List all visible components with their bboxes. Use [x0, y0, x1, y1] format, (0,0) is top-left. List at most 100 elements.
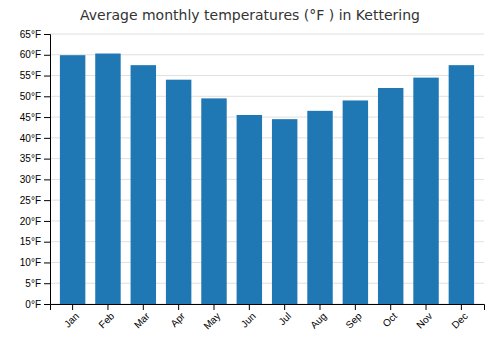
- tick-mark: [44, 76, 50, 77]
- y-tick: 55°F: [20, 70, 50, 81]
- x-tick: Jul: [276, 304, 293, 327]
- tick-mark: [249, 304, 250, 310]
- tick-label: 40°F: [20, 133, 41, 144]
- tick-label: Jul: [276, 310, 293, 327]
- x-tick: Apr: [168, 304, 187, 329]
- tick-mark: [44, 159, 50, 160]
- y-tick: 50°F: [20, 91, 50, 102]
- tick-mark: [320, 304, 321, 310]
- tick-mark: [178, 304, 179, 310]
- tick-mark: [44, 138, 50, 139]
- tick-label: 30°F: [20, 174, 41, 185]
- y-tick: 45°F: [20, 112, 50, 123]
- tick-label: 45°F: [20, 112, 41, 123]
- y-tick: 60°F: [20, 49, 50, 60]
- bars: [60, 54, 474, 304]
- tick-label: Aug: [308, 310, 328, 330]
- bar: [201, 98, 226, 304]
- grid-line: [50, 34, 484, 35]
- bar: [95, 54, 120, 304]
- tick-mark: [461, 304, 462, 310]
- x-axis: Jan Feb Mar Apr May Jun Jul Aug Sep Oct Nov Dec: [51, 304, 485, 332]
- tick-label: 25°F: [20, 195, 41, 206]
- y-tick: 30°F: [20, 174, 50, 185]
- tick-mark: [44, 262, 50, 263]
- tick-mark: [44, 96, 50, 97]
- tick-label: Feb: [96, 310, 116, 330]
- y-tick: 25°F: [20, 195, 50, 206]
- tick-mark: [44, 221, 50, 222]
- tick-mark: [284, 304, 285, 310]
- x-tick: Sep: [343, 304, 364, 331]
- x-tick: Nov: [414, 304, 434, 331]
- x-tick: Jan: [62, 304, 81, 330]
- bar: [131, 65, 156, 304]
- tick-mark: [355, 304, 356, 310]
- axis-line: [44, 35, 51, 305]
- x-tick: May: [201, 304, 222, 332]
- y-tick: 5°F: [25, 278, 50, 289]
- tick-label: Dec: [450, 310, 470, 330]
- bar: [413, 78, 438, 304]
- axis-line: [51, 305, 485, 311]
- title: Average monthly temperatures (°F ) in Ke…: [80, 7, 420, 23]
- tick-label: Sep: [343, 310, 364, 331]
- tick-label: Jun: [239, 310, 258, 329]
- bar: [343, 100, 368, 304]
- tick-mark: [44, 34, 50, 35]
- tick-label: Nov: [414, 310, 434, 330]
- tick-mark: [426, 304, 427, 310]
- bar: [60, 55, 85, 304]
- tick-label: 10°F: [20, 257, 41, 268]
- x-tick: Oct: [380, 304, 399, 329]
- tick-mark: [44, 117, 50, 118]
- y-tick: 10°F: [20, 257, 50, 268]
- x-tick: Mar: [132, 304, 152, 330]
- x-tick: Feb: [96, 304, 116, 330]
- tick-mark: [390, 304, 391, 310]
- bar: [449, 65, 474, 304]
- tick-label: Oct: [380, 310, 399, 329]
- bar: [378, 88, 403, 304]
- tick-mark: [213, 304, 214, 310]
- tick-mark: [44, 304, 50, 305]
- y-axis: 0°F 5°F 10°F 15°F 20°F 25°F 30°F 35°F 40°F 45°F 50…: [20, 29, 51, 310]
- x-tick: Jun: [239, 304, 258, 330]
- bar: [166, 80, 191, 304]
- y-tick: 0°F: [25, 299, 50, 310]
- tick-label: 60°F: [20, 49, 41, 60]
- bar: [272, 119, 297, 304]
- chart: 0°F 5°F 10°F 15°F 20°F 25°F 30°F 35°F 40°F 45°F 50…: [0, 0, 500, 350]
- tick-mark: [44, 242, 50, 243]
- tick-mark: [72, 304, 73, 310]
- y-tick: 65°F: [20, 29, 50, 40]
- tick-mark: [107, 304, 108, 310]
- y-tick: 40°F: [20, 133, 50, 144]
- bar: [307, 111, 332, 304]
- tick-label: Mar: [132, 310, 152, 330]
- y-tick: 35°F: [20, 153, 50, 164]
- y-tick: 15°F: [20, 236, 50, 247]
- tick-label: 0°F: [25, 299, 41, 310]
- tick-label: 15°F: [20, 236, 41, 247]
- tick-label: 35°F: [20, 153, 41, 164]
- tick-label: 65°F: [20, 29, 41, 40]
- tick-mark: [44, 200, 50, 201]
- tick-label: 55°F: [20, 70, 41, 81]
- x-tick: Aug: [308, 304, 328, 331]
- tick-label: May: [201, 310, 222, 331]
- tick-label: 5°F: [25, 278, 41, 289]
- tick-label: 50°F: [20, 91, 41, 102]
- tick-label: Jan: [62, 310, 81, 329]
- y-tick: 20°F: [20, 216, 50, 227]
- bar: [237, 115, 262, 304]
- tick-mark: [44, 55, 50, 56]
- tick-mark: [44, 179, 50, 180]
- tick-mark: [143, 304, 144, 310]
- plot: 0°F 5°F 10°F 15°F 20°F 25°F 30°F 35°F 40°F 45°F 50…: [20, 29, 485, 332]
- tick-label: 20°F: [20, 216, 41, 227]
- grid: [50, 34, 484, 304]
- tick-label: Apr: [168, 310, 187, 329]
- tick-mark: [44, 283, 50, 284]
- x-tick: Dec: [450, 304, 470, 331]
